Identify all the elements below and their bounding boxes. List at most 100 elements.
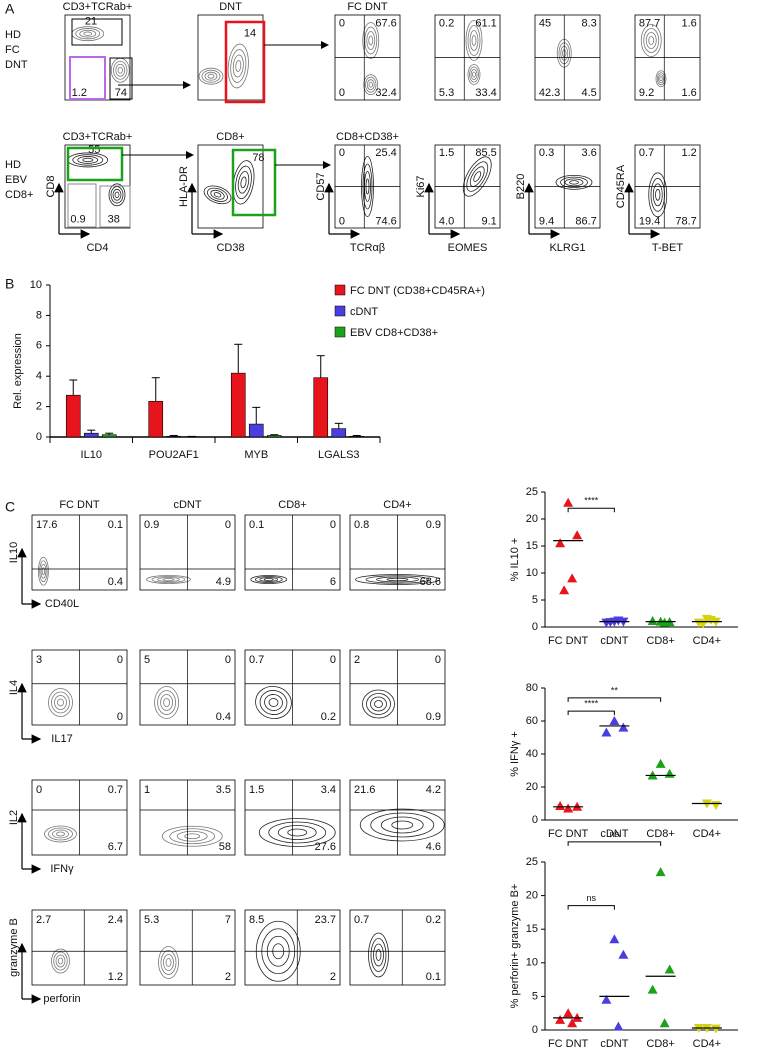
contour xyxy=(151,576,186,583)
gate-percent: 5.3 xyxy=(439,87,454,99)
y-tick-label: 20 xyxy=(526,513,538,525)
column-title: cDNT xyxy=(173,499,201,511)
data-point xyxy=(555,800,566,810)
y-tick-label: 25 xyxy=(526,856,538,868)
gate-percent: 25.4 xyxy=(375,147,396,159)
gate-percent: 8.5 xyxy=(249,914,264,926)
contour xyxy=(391,820,414,830)
contour xyxy=(154,686,180,719)
contour xyxy=(363,74,379,96)
gate xyxy=(69,56,106,100)
gate xyxy=(109,57,133,100)
data-point xyxy=(563,1008,574,1018)
bar xyxy=(166,435,182,438)
flow-plot-frame xyxy=(197,14,264,101)
contour xyxy=(560,176,588,189)
bar xyxy=(349,435,365,438)
contour xyxy=(158,946,179,979)
y-axis-label: CD8 xyxy=(45,175,57,197)
legend-swatch xyxy=(334,305,346,317)
contour xyxy=(146,575,191,584)
flow-plot-frame xyxy=(139,909,236,986)
y-tick-label: 60 xyxy=(526,715,538,727)
contour xyxy=(258,818,336,847)
y-tick-label: 10 xyxy=(526,567,538,579)
contour xyxy=(201,69,221,83)
contour xyxy=(51,948,70,974)
contour xyxy=(374,700,383,708)
y-tick-label: 4 xyxy=(36,370,42,382)
legend-swatch xyxy=(334,326,346,338)
contour xyxy=(469,66,479,83)
y-tick-label: 20 xyxy=(526,781,538,793)
significance-bracket xyxy=(567,710,615,716)
contour xyxy=(79,29,97,38)
gate-percent: 0.7 xyxy=(639,147,654,159)
data-point xyxy=(705,615,716,625)
contour xyxy=(44,825,77,843)
contour xyxy=(176,830,208,842)
contour xyxy=(472,71,476,78)
gate-percent: 4.0 xyxy=(439,215,454,227)
contour xyxy=(237,171,250,194)
contour xyxy=(160,950,177,975)
panel-label: B xyxy=(5,276,14,292)
x-axis-label: KLRG1 xyxy=(549,242,585,254)
contour xyxy=(268,698,279,707)
data-point xyxy=(563,803,574,813)
gate-percent: 0.7 xyxy=(249,654,264,666)
y-axis-label: IL2 xyxy=(8,810,20,825)
x-tick-label: FC DNT xyxy=(548,1038,589,1050)
gate-percent: 2.7 xyxy=(36,914,51,926)
x-tick-label: cDNT xyxy=(600,1038,628,1050)
gate-percent: 1 xyxy=(144,784,150,796)
significance-label: **** xyxy=(584,698,599,708)
gate-percent: 68.6 xyxy=(420,576,441,588)
y-axis-label: B220 xyxy=(515,174,527,200)
contour xyxy=(467,25,481,56)
legend-label: EBV CD8+CD38+ xyxy=(350,327,438,339)
x-tick-label: IL10 xyxy=(81,449,102,461)
gate-percent: 0 xyxy=(435,654,441,666)
gate-percent: 87.7 xyxy=(639,17,660,29)
bar xyxy=(101,434,117,438)
contour xyxy=(366,31,376,50)
bar xyxy=(83,432,99,438)
legend-swatch xyxy=(334,284,346,296)
contour xyxy=(157,577,180,582)
contour xyxy=(48,688,73,717)
contour xyxy=(113,60,128,80)
legend-label: FC DNT (CD38+CD45RA+) xyxy=(350,285,485,297)
contour xyxy=(203,185,232,205)
contour xyxy=(268,821,327,844)
gate-percent: 0.2 xyxy=(439,17,454,29)
contour xyxy=(112,188,122,201)
contour xyxy=(368,81,373,88)
contour xyxy=(465,20,483,61)
gate-percent: 1.2 xyxy=(72,87,87,99)
gate-percent: 23.7 xyxy=(315,914,336,926)
contour xyxy=(255,686,292,719)
contour xyxy=(207,73,215,79)
gate-percent: 0.4 xyxy=(108,576,123,588)
data-point xyxy=(563,497,574,507)
gate-percent: 38 xyxy=(108,214,120,226)
gate-percent: 4.6 xyxy=(426,841,441,853)
data-point xyxy=(710,801,721,811)
gate-percent: 2 xyxy=(330,971,336,983)
contour xyxy=(368,35,374,46)
y-tick-label: 2 xyxy=(36,401,42,413)
contour xyxy=(157,690,177,715)
panel-label: A xyxy=(5,1,15,17)
x-tick-label: cDNT xyxy=(600,828,628,840)
gate-percent: 0.3 xyxy=(539,147,554,159)
x-tick-label: POU2AF1 xyxy=(149,449,199,461)
row-label: EBV xyxy=(5,174,28,186)
y-tick-label: 6 xyxy=(36,340,42,352)
significance-bracket xyxy=(567,697,662,702)
x-tick-label: LGALS3 xyxy=(318,449,360,461)
contour xyxy=(555,174,593,190)
gate-percent: 0.8 xyxy=(354,519,369,531)
flow-plot-frame xyxy=(244,909,341,986)
